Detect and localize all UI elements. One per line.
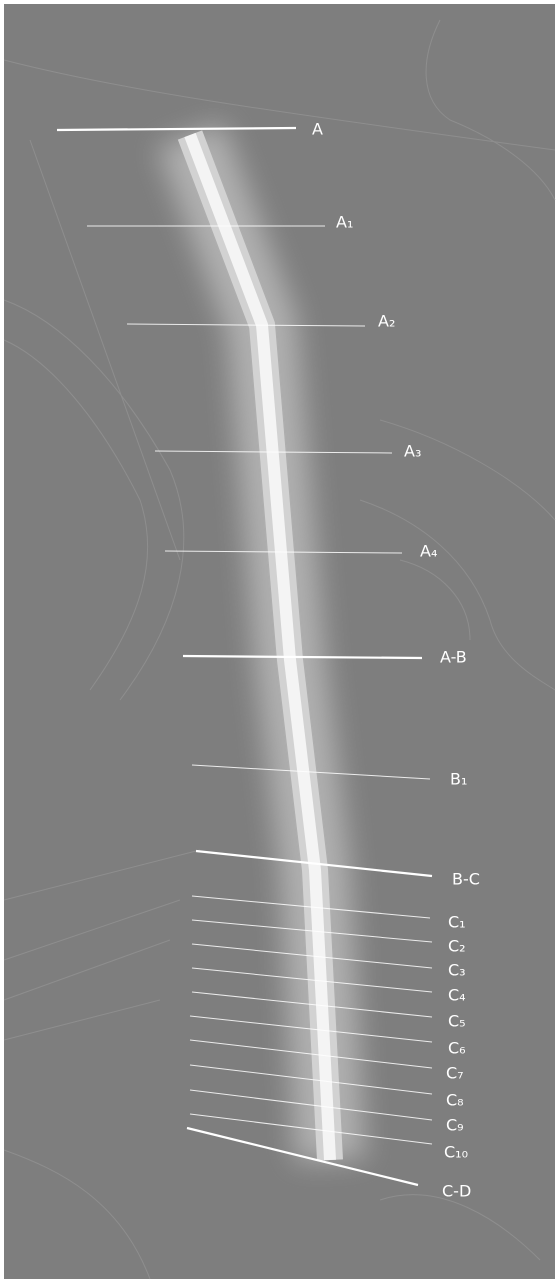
section-label: C-D xyxy=(442,1182,471,1201)
section-label: A₂ xyxy=(378,312,395,331)
section-label: C₁ xyxy=(448,913,466,932)
section-label: C₁₀ xyxy=(444,1143,468,1162)
section-label: A xyxy=(312,120,323,139)
site-plan: A A₁ A₂ A₃ A₄ A-B B₁ B-C C₁ C₂ C₃ C₄ C₅ C₆ C₇ C₈ C₉ C₁₀ C-… xyxy=(0,0,559,1283)
page: A A₁ A₂ A₃ A₄ A-B B₁ B-C C₁ C₂ C₃ C₄ C₅ C₆ C₇ C₈ C₉ C₁₀ C-… xyxy=(0,0,559,1283)
section-label: C₄ xyxy=(448,986,466,1005)
section-label: C₈ xyxy=(446,1091,464,1110)
section-label: C₅ xyxy=(448,1012,466,1031)
section-label: C₂ xyxy=(448,937,466,956)
section-label: C₆ xyxy=(448,1039,466,1058)
section-label: C₉ xyxy=(446,1116,464,1135)
section-label: B-C xyxy=(452,870,480,889)
section-label: C₃ xyxy=(448,961,466,980)
section-label: C₇ xyxy=(446,1064,464,1083)
section-label: A₄ xyxy=(420,542,437,561)
section-label: A₁ xyxy=(336,213,353,232)
section-label: B₁ xyxy=(450,770,467,789)
section-label: A-B xyxy=(440,648,467,667)
section-label: A₃ xyxy=(404,442,421,461)
